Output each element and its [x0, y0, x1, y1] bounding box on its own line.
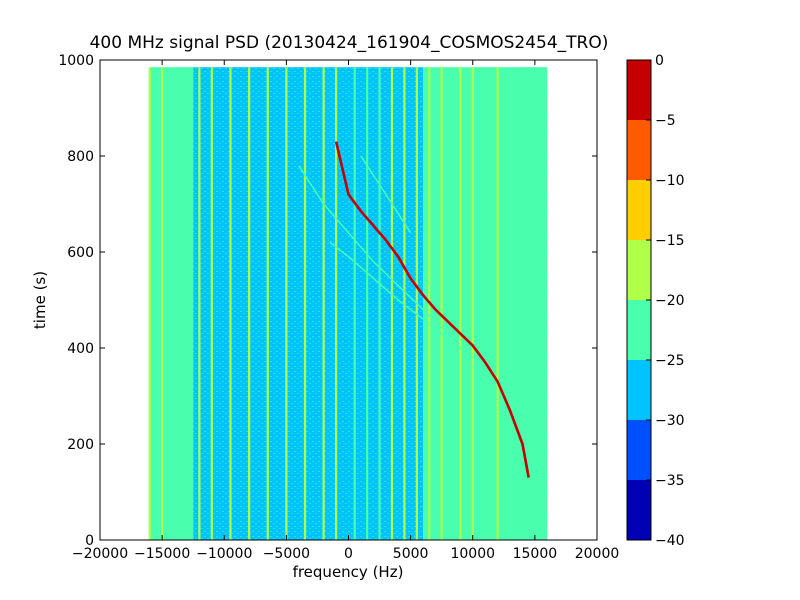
- noise-texture: [149, 67, 548, 540]
- colorbar-tick-label: −20: [655, 293, 685, 309]
- colorbar-tick-label: −30: [655, 413, 685, 429]
- psd-heatmap: [148, 67, 548, 540]
- colorbar-band: [627, 300, 651, 360]
- x-tick-label: 15000: [513, 546, 558, 562]
- colorbar-tick-label: −40: [655, 533, 685, 549]
- x-tick-label: −5000: [263, 546, 310, 562]
- chart-title: 400 MHz signal PSD (20130424_161904_COSM…: [90, 33, 609, 53]
- y-tick-label: 200: [67, 437, 94, 453]
- signal-trace: [298, 165, 449, 335]
- colorbar-tick-label: −5: [655, 113, 676, 129]
- colorbar-tick-label: −25: [655, 353, 685, 369]
- colorbar-tick-label: 0: [655, 53, 664, 69]
- doppler-signal-curve: [334, 141, 530, 478]
- x-tick-label: −15000: [134, 546, 190, 562]
- colorbar: 0 −5 −10 −15 −20 −25 −30 −35 −40: [626, 53, 685, 549]
- signal-trace: [329, 241, 474, 359]
- colorbar-band: [627, 180, 651, 240]
- x-tick-label: −10000: [196, 546, 252, 562]
- y-tick-label: 800: [67, 149, 94, 165]
- y-tick-label: 400: [67, 341, 94, 357]
- x-axis-label: frequency (Hz): [293, 563, 404, 581]
- colorbar-tick-label: −15: [655, 233, 685, 249]
- y-tick-label: 0: [85, 533, 94, 549]
- colorbar-band: [627, 420, 651, 480]
- colorbar-tick-label: −35: [655, 473, 685, 489]
- y-axis: 0 200 400 600 800 1000: [58, 53, 597, 549]
- y-tick-label: 600: [67, 245, 94, 261]
- x-tick-label: 10000: [450, 546, 495, 562]
- colorbar-tick-label: −10: [655, 173, 685, 189]
- colorbar-band: [627, 240, 651, 300]
- x-tick-label: 20000: [575, 546, 620, 562]
- signal-trace: [360, 155, 412, 234]
- y-tick-label: 1000: [58, 53, 94, 69]
- colorbar-band: [627, 480, 651, 540]
- colorbar-band: [627, 360, 651, 420]
- colorbar-band: [627, 120, 651, 180]
- y-axis-label: time (s): [31, 271, 49, 329]
- x-tick-label: −20000: [72, 546, 128, 562]
- x-tick-label: 5000: [393, 546, 429, 562]
- colorbar-band: [627, 60, 651, 120]
- x-axis: −20000 −15000 −10000 −5000 0 5000 10000 15000 20…: [72, 60, 619, 562]
- x-tick-label: 0: [344, 546, 353, 562]
